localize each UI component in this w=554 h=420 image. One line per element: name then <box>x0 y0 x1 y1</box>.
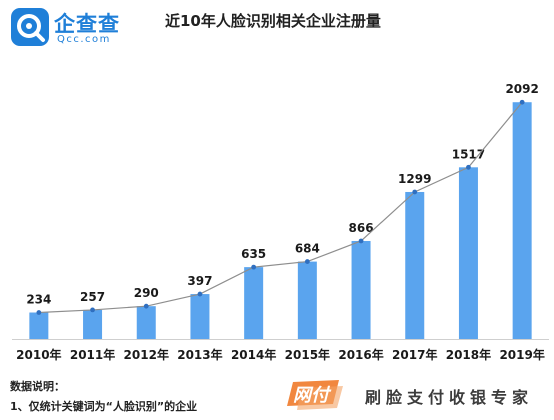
notes-title: 数据说明： <box>10 380 65 393</box>
bar <box>83 309 103 339</box>
watermark: 网付 刷脸支付收银专家 <box>283 374 551 418</box>
bar-chart: 234 2010年 257 2011年 290 2012年 397 2013年 635 2014年… <box>12 82 549 362</box>
trend-point <box>519 99 525 105</box>
watermark-badge-text: 网付 <box>293 385 332 406</box>
data-label: 397 <box>187 274 212 288</box>
x-tick-label: 2019年 <box>499 347 544 362</box>
data-label: 1517 <box>452 147 485 161</box>
trend-point <box>197 291 203 297</box>
trend-point <box>466 164 471 170</box>
trend-point <box>358 238 364 244</box>
watermark-caption: 刷脸支付收银专家 <box>365 388 534 407</box>
data-label: 257 <box>80 290 105 304</box>
brand-logo: 企查查 Qcc.com <box>10 6 160 50</box>
bar <box>136 306 156 339</box>
data-label: 684 <box>295 242 320 256</box>
data-label: 635 <box>241 247 266 261</box>
trend-point <box>251 264 257 270</box>
x-tick-label: 2017年 <box>392 347 437 362</box>
bar <box>297 261 317 339</box>
bar <box>29 312 49 339</box>
trend-point <box>90 307 95 313</box>
watermark-badge-icon: 网付 <box>287 380 343 410</box>
data-label: 1299 <box>398 172 431 186</box>
brand-name: 企查查 <box>54 12 120 36</box>
trend-line <box>38 101 523 314</box>
bar <box>244 267 264 339</box>
data-label: 234 <box>26 293 51 307</box>
brand-domain: Qcc.com <box>57 34 111 45</box>
bar <box>190 294 210 339</box>
x-tick-label: 2015年 <box>285 347 330 362</box>
trend-point <box>143 303 149 309</box>
x-tick-label: 2012年 <box>124 347 169 362</box>
x-tick-label: 2010年 <box>16 347 61 362</box>
trend-point <box>412 189 418 195</box>
data-label: 866 <box>349 221 374 235</box>
qcc-logo-icon <box>11 8 49 46</box>
x-tick-label: 2014年 <box>231 347 276 362</box>
bar <box>351 240 371 339</box>
bar <box>512 102 532 339</box>
data-label: 290 <box>134 286 159 300</box>
notes-line: 1、仅统计关键词为“人脸识别”的企业 <box>10 400 198 413</box>
bar <box>458 167 478 339</box>
x-tick-label: 2018年 <box>446 347 491 362</box>
chart-title: 近10年人脸识别相关企业注册量 <box>165 12 381 30</box>
x-tick-label: 2016年 <box>338 347 383 362</box>
bar <box>405 191 425 339</box>
data-label: 2092 <box>505 82 538 96</box>
x-tick-label: 2011年 <box>70 347 115 362</box>
x-tick-label: 2013年 <box>177 347 222 362</box>
trend-point <box>304 259 310 264</box>
trend-point <box>36 310 42 315</box>
